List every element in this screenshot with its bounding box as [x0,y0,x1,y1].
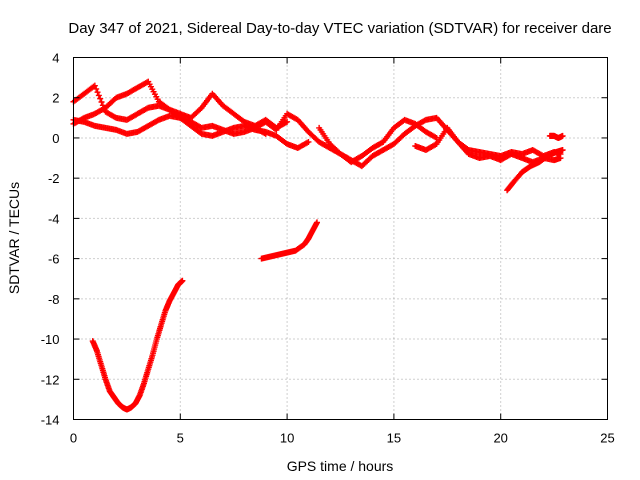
data-point [559,132,566,139]
x-tick-label: 5 [177,431,184,446]
series-satellite-arc-h [546,132,566,141]
data-point [179,277,186,284]
x-tick-label: 25 [600,431,614,446]
data-point [94,89,101,96]
y-axis-label: SDTVAR / TECUs [6,182,22,294]
data-point [557,155,564,162]
y-tick-label: 4 [52,51,59,66]
data-point [305,138,312,145]
data-point [314,219,321,226]
data-point [284,118,291,125]
x-tick-label: 15 [387,431,401,446]
x-tick-label: 0 [70,431,77,446]
x-axis-label: GPS time / hours [287,458,394,474]
x-tick-label: 10 [280,431,294,446]
series-satellite-arc-i [258,219,321,262]
data-points [70,78,566,413]
y-tick-label: -4 [48,211,60,226]
data-point [95,92,102,99]
series-satellite-arc-g [504,147,566,194]
series-satellite-arc-c [70,112,312,151]
y-tick-label: -8 [48,292,60,307]
y-tick-label: -2 [48,171,60,186]
plot-frame [73,57,608,420]
data-point [93,85,100,92]
grid [73,57,608,420]
data-point [559,147,566,154]
chart-title: Day 347 of 2021, Sidereal Day-to-day VTE… [68,20,611,37]
data-point [91,82,98,89]
data-point [97,95,104,102]
series-satellite-arc-j [89,277,186,413]
y-tick-label: -6 [48,252,60,267]
axis-ticks: 0 5 10 15 20 25 -14 -12 -10 -8 -6 -4 -2 0 2 4 [41,51,615,446]
y-tick-label: -14 [41,413,60,428]
y-tick-label: -10 [41,332,60,347]
data-point [98,98,105,105]
x-tick-label: 20 [493,431,507,446]
y-tick-label: 0 [52,131,59,146]
y-tick-label: -12 [41,372,60,387]
y-tick-label: 2 [52,91,59,106]
